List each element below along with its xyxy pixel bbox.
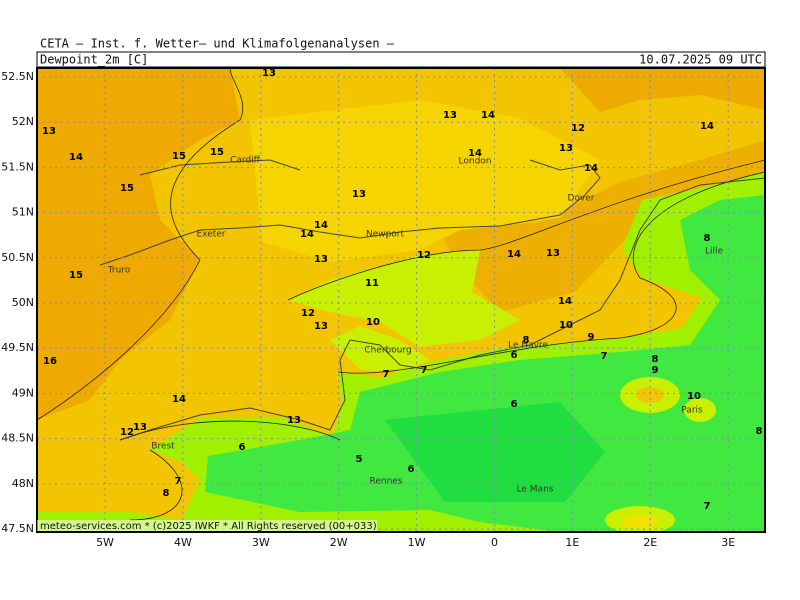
contour-label: 13 [314, 254, 328, 265]
contour-label: 13 [133, 422, 147, 433]
place-label: Le Havre [508, 341, 548, 351]
contour-label: 12 [571, 123, 585, 134]
map-title: CETA — Inst. f. Wetter— und Klimafolgena… [40, 37, 395, 51]
place-label: London [459, 157, 492, 167]
lat-label: 47.5N [1, 522, 34, 535]
lon-label: 2E [643, 536, 657, 549]
place-label: Newport [366, 230, 405, 240]
contour-label: 6 [511, 399, 518, 410]
place-label: Le Mans [517, 485, 554, 495]
contour-label: 14 [584, 163, 598, 174]
lon-label: 5W [96, 536, 114, 549]
contour-label: 14 [468, 148, 482, 159]
contour-label: 10 [687, 391, 701, 402]
lat-label: 49.5N [1, 341, 34, 354]
contour-label: 15 [172, 151, 186, 162]
contour-label: 6 [408, 464, 415, 475]
contour-label: 14 [507, 249, 521, 260]
lat-label: 52.5N [1, 70, 34, 83]
place-label: Truro [107, 266, 131, 276]
contour-label: 7 [601, 351, 608, 362]
contour-label: 14 [558, 296, 572, 307]
contour-label: 7 [421, 365, 428, 376]
lat-label: 49N [12, 386, 34, 399]
contour-label: 7 [704, 501, 711, 512]
lon-label: 0 [491, 536, 498, 549]
field [37, 68, 765, 532]
contour-label: 8 [163, 488, 170, 499]
footer-credit: meteo-services.com * (c)2025 IWKF * All … [40, 521, 377, 532]
contour-label: 13 [262, 68, 276, 79]
graticule [37, 68, 765, 532]
place-label: Dover [568, 194, 595, 204]
lon-label: 3W [252, 536, 270, 549]
contour-label: 15 [210, 147, 224, 158]
place-label: Rennes [369, 477, 402, 487]
contour-label: 10 [366, 317, 380, 328]
lat-label: 51.5N [1, 160, 34, 173]
contour-label: 10 [559, 320, 573, 331]
contour-label: 14 [300, 229, 314, 240]
contour-label: 6 [239, 442, 246, 453]
contour-label: 8 [652, 354, 659, 365]
contour-label: 13 [314, 321, 328, 332]
contour-label: 8 [756, 426, 763, 437]
contour-label: 12 [301, 308, 315, 319]
lon-label: 1E [565, 536, 579, 549]
contour-label: 11 [365, 278, 379, 289]
contour-label: 13 [559, 143, 573, 154]
contour-label: 15 [120, 183, 134, 194]
map-frame [36, 67, 766, 533]
lon-label: 1W [408, 536, 426, 549]
contour-label: 13 [546, 248, 560, 259]
place-label: Paris [681, 406, 703, 416]
contour-label: 15 [69, 270, 83, 281]
contour-label: 7 [175, 476, 182, 487]
contour-label: 14 [314, 220, 328, 231]
contour-label: 9 [588, 332, 595, 343]
contour-label: 9 [652, 365, 659, 376]
contour-label: 13 [443, 110, 457, 121]
contour-label: 6 [511, 350, 518, 361]
contour-label: 14 [172, 394, 186, 405]
contour-label: 8 [704, 233, 711, 244]
contour-label: 16 [43, 356, 57, 367]
lat-label: 50.5N [1, 251, 34, 264]
contour-label: 12 [120, 427, 134, 438]
place-label: Cherbourg [364, 346, 411, 356]
contour-label: 13 [287, 415, 301, 426]
contour-label: 5 [356, 454, 363, 465]
variable-label: Dewpoint_2m [C] [40, 53, 148, 67]
contour-label: 12 [417, 250, 431, 261]
place-label: Cardiff [230, 156, 261, 166]
contour-label: 13 [42, 126, 56, 137]
place-label: Brest [151, 442, 175, 452]
contour-label: 8 [523, 335, 530, 346]
contour-label: 7 [383, 369, 390, 380]
valid-time: 10.07.2025 09 UTC [639, 53, 762, 67]
contour-label: 14 [700, 121, 714, 132]
lat-label: 48.5N [1, 432, 34, 445]
lon-label: 3E [721, 536, 735, 549]
contour-label: 14 [481, 110, 495, 121]
lat-label: 50N [12, 296, 34, 309]
contour-label: 13 [352, 189, 366, 200]
lon-label: 4W [174, 536, 192, 549]
lon-label: 2W [330, 536, 348, 549]
footer-bg [37, 520, 377, 531]
contour-label: 14 [69, 152, 83, 163]
place-label: Exeter [196, 230, 225, 240]
lat-label: 48N [12, 477, 34, 490]
lat-label: 51N [12, 206, 34, 219]
place-label: Lille [705, 247, 724, 257]
lat-label: 52N [12, 115, 34, 128]
